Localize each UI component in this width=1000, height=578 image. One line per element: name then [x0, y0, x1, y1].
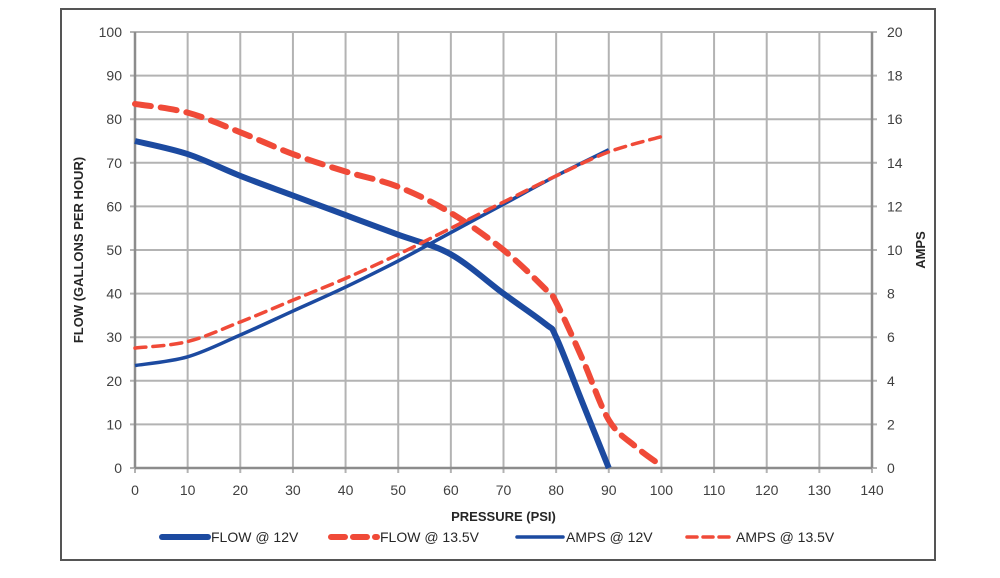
y2-tick-label: 10	[887, 242, 903, 258]
x-tick-label: 20	[232, 482, 248, 498]
series-line-amps-13-5v	[133, 134, 664, 350]
y-tick-label: 90	[106, 68, 122, 84]
series-line-flow-12v	[134, 138, 612, 470]
x-tick-label: 60	[443, 482, 459, 498]
legend-label-amps-13-5v: AMPS @ 13.5V	[736, 529, 835, 545]
x-tick-label: 90	[601, 482, 617, 498]
y2-tick-label: 18	[887, 68, 903, 84]
y-tick-label: 50	[106, 242, 122, 258]
y-tick-label: 60	[106, 198, 122, 214]
legend-label-amps-12v: AMPS @ 12V	[566, 529, 653, 545]
legend: FLOW @ 12V FLOW @ 13.5V AMPS @ 12V AMPS @ 1…	[159, 529, 835, 545]
x-tick-label: 10	[180, 482, 196, 498]
series-line-flow-13-5v	[132, 100, 665, 469]
x-tick-label: 140	[860, 482, 884, 498]
y-tick-label: 30	[106, 329, 122, 345]
x-tick-label: 0	[131, 482, 139, 498]
x-tick-label: 120	[755, 482, 779, 498]
y2-tick-label: 4	[887, 373, 895, 389]
y-tick-label: 100	[99, 24, 123, 40]
y2-tick-label: 0	[887, 460, 895, 476]
y-tick-label: 20	[106, 373, 122, 389]
x-axis-title: PRESSURE (PSI)	[451, 509, 556, 524]
y2-tick-label: 8	[887, 286, 895, 302]
y-axis-title: FLOW (GALLONS PER HOUR)	[71, 157, 86, 343]
y2-tick-label: 2	[887, 416, 895, 432]
x-tick-label: 30	[285, 482, 301, 498]
x-tick-label: 40	[338, 482, 354, 498]
y-tick-label: 40	[106, 286, 122, 302]
y2-tick-label: 14	[887, 155, 903, 171]
y2-tick-label: 6	[887, 329, 895, 345]
x-tick-label: 80	[548, 482, 564, 498]
y2-axis-title: AMPS	[913, 231, 928, 269]
axes: 0 10 20 30 40 50 60 70 80 90 100 110 120 130 140010203…	[99, 24, 903, 498]
legend-label-flow-13-5v: FLOW @ 13.5V	[380, 529, 480, 545]
x-tick-label: 70	[496, 482, 512, 498]
y-tick-label: 80	[106, 111, 122, 127]
y2-tick-label: 20	[887, 24, 903, 40]
y-tick-label: 70	[106, 155, 122, 171]
x-tick-label: 110	[703, 482, 726, 498]
chart-frame	[60, 8, 936, 561]
legend-label-flow-12v: FLOW @ 12V	[211, 529, 299, 545]
y2-tick-label: 16	[887, 111, 903, 127]
x-tick-label: 130	[808, 482, 832, 498]
y-tick-label: 10	[106, 416, 122, 432]
series-lines	[132, 100, 665, 470]
x-tick-label: 100	[650, 482, 674, 498]
y2-tick-label: 12	[887, 198, 903, 214]
x-tick-label: 50	[390, 482, 406, 498]
series-line-amps-12v	[134, 148, 610, 368]
y-tick-label: 0	[114, 460, 122, 476]
